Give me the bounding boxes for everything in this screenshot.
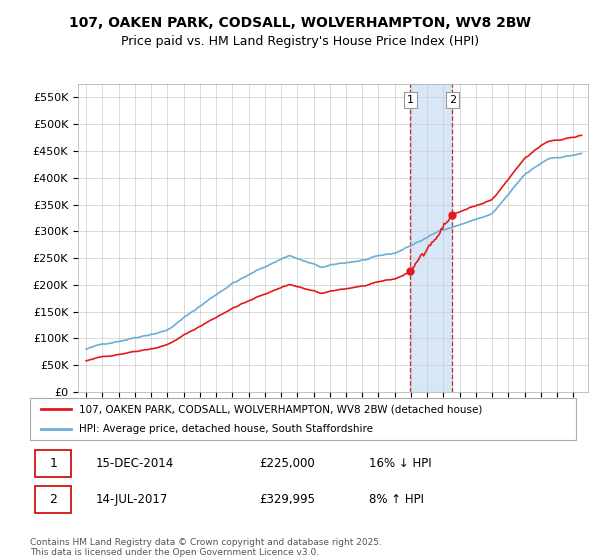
Text: 16% ↓ HPI: 16% ↓ HPI bbox=[368, 456, 431, 469]
Text: 107, OAKEN PARK, CODSALL, WOLVERHAMPTON, WV8 2BW (detached house): 107, OAKEN PARK, CODSALL, WOLVERHAMPTON,… bbox=[79, 404, 482, 414]
Text: 14-JUL-2017: 14-JUL-2017 bbox=[95, 493, 168, 506]
Text: 1: 1 bbox=[50, 456, 58, 469]
Text: 107, OAKEN PARK, CODSALL, WOLVERHAMPTON, WV8 2BW: 107, OAKEN PARK, CODSALL, WOLVERHAMPTON,… bbox=[69, 16, 531, 30]
Text: HPI: Average price, detached house, South Staffordshire: HPI: Average price, detached house, Sout… bbox=[79, 424, 373, 433]
FancyBboxPatch shape bbox=[35, 450, 71, 477]
Text: £225,000: £225,000 bbox=[259, 456, 315, 469]
Text: 1: 1 bbox=[407, 95, 414, 105]
Text: 15-DEC-2014: 15-DEC-2014 bbox=[95, 456, 174, 469]
FancyBboxPatch shape bbox=[35, 486, 71, 513]
Text: Price paid vs. HM Land Registry's House Price Index (HPI): Price paid vs. HM Land Registry's House … bbox=[121, 35, 479, 48]
FancyBboxPatch shape bbox=[30, 398, 576, 440]
Text: £329,995: £329,995 bbox=[259, 493, 316, 506]
Bar bbox=[410, 84, 452, 392]
Text: 2: 2 bbox=[449, 95, 456, 105]
Text: 8% ↑ HPI: 8% ↑ HPI bbox=[368, 493, 424, 506]
Text: Contains HM Land Registry data © Crown copyright and database right 2025.
This d: Contains HM Land Registry data © Crown c… bbox=[30, 538, 382, 557]
Text: 2: 2 bbox=[50, 493, 58, 506]
